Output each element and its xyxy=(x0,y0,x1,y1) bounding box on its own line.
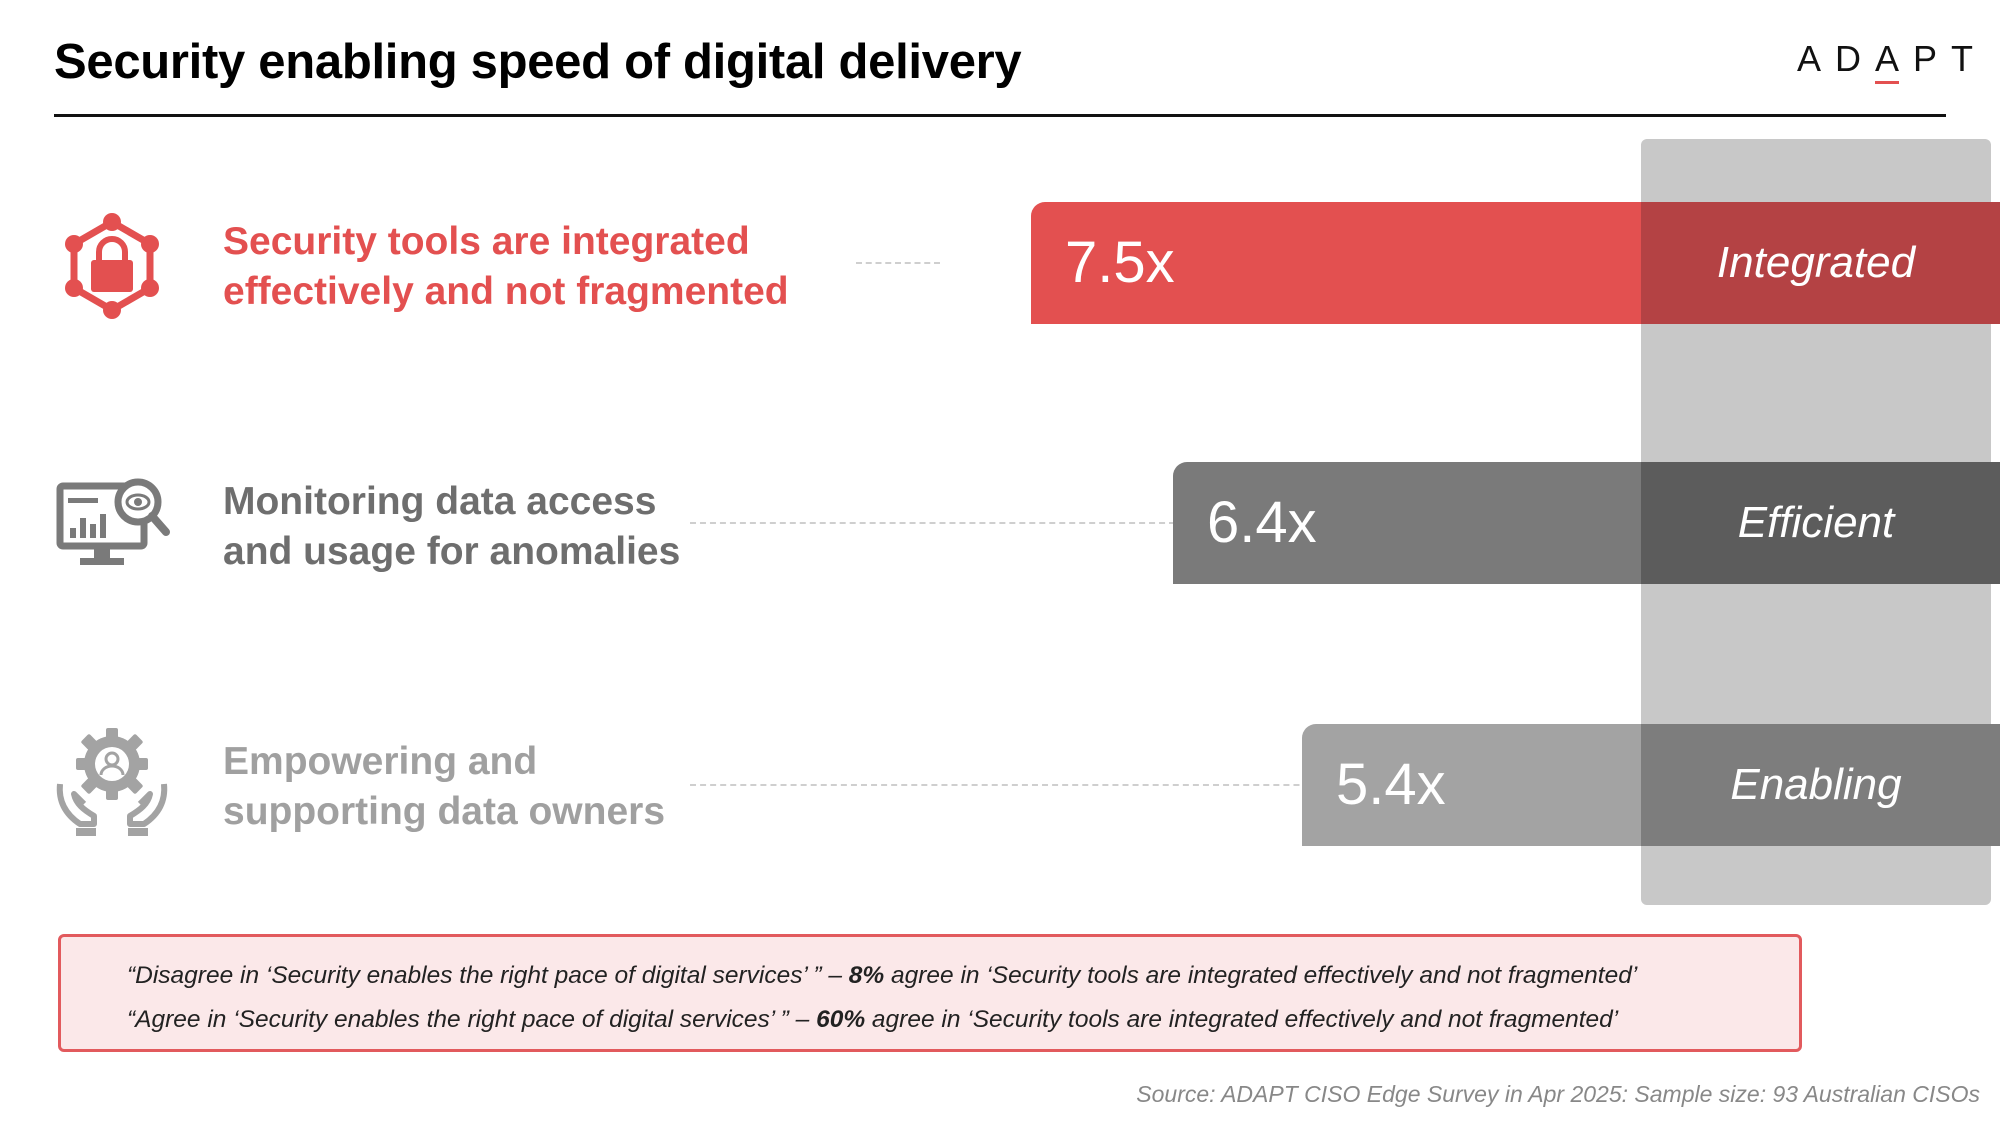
bar-value-label: 5.4x xyxy=(1336,752,1446,817)
quote-callout-box: “Disagree in ‘Security enables the right… xyxy=(58,934,1802,1052)
title-divider xyxy=(54,114,1946,117)
adapt-logo: ADAPT xyxy=(1797,38,1973,88)
leader-line xyxy=(856,262,940,264)
bar-value-label: 7.5x xyxy=(1065,230,1175,295)
logo-text-end: PT xyxy=(1913,38,1988,79)
lock-network-icon xyxy=(65,213,159,319)
leader-line xyxy=(690,784,1390,786)
gear-hands-icon xyxy=(56,728,168,836)
bar-tag-enabling: Enabling xyxy=(1730,760,1902,809)
chart-row-2: Monitoring data access and usage for ano… xyxy=(0,0,2000,584)
logo-accent-letter: A xyxy=(1875,38,1914,84)
chart-row-3: Empowering and supporting data owners 5.… xyxy=(0,0,2000,846)
page-title: Security enabling speed of digital deliv… xyxy=(54,35,1022,89)
quote-text: agree in ‘Security tools are integrated … xyxy=(865,1006,1619,1033)
chart-row-1: Security tools are integrated effectivel… xyxy=(0,0,2000,324)
quote-line-disagree: “Disagree in ‘Security enables the right… xyxy=(127,962,1637,990)
logo-text-start: AD xyxy=(1797,38,1876,79)
quote-text: “Disagree in ‘Security enables the right… xyxy=(127,962,849,989)
bar-value-label: 6.4x xyxy=(1207,490,1317,555)
leader-line xyxy=(690,522,1195,524)
bar-tag-integrated: Integrated xyxy=(1716,238,1916,287)
row-label-integrated: Security tools are integrated effectivel… xyxy=(223,220,789,313)
bar-band-enabling xyxy=(1641,724,2000,846)
bar-band-efficient xyxy=(1641,462,2000,584)
quote-text: “Agree in ‘Security enables the right pa… xyxy=(127,1006,817,1033)
bar-band-integrated xyxy=(1641,202,2000,324)
quote-text: agree in ‘Security tools are integrated … xyxy=(884,962,1638,989)
row-label-empowering: Empowering and supporting data owners xyxy=(223,740,666,833)
source-note: Source: ADAPT CISO Edge Survey in Apr 20… xyxy=(1136,1081,1980,1107)
quote-line-agree: “Agree in ‘Security enables the right pa… xyxy=(127,1006,1618,1034)
bar-tag-efficient: Efficient xyxy=(1737,498,1895,547)
quote-percentage: 60% xyxy=(816,1006,866,1033)
quote-percentage: 8% xyxy=(848,962,885,989)
monitor-search-icon xyxy=(56,478,170,565)
row-label-monitoring: Monitoring data access and usage for ano… xyxy=(223,480,681,573)
